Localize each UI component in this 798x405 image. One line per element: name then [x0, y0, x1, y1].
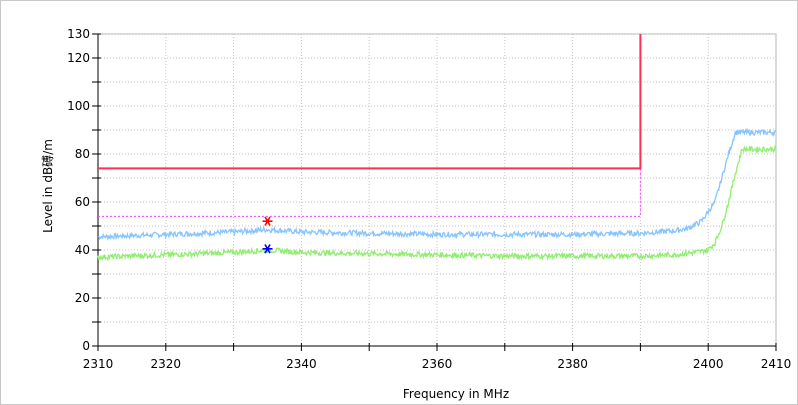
y-tick-label: 0 [82, 339, 90, 353]
x-tick-label: 2340 [286, 357, 317, 371]
marker-stroke [264, 216, 271, 226]
y-tick-label: 60 [75, 195, 90, 209]
markers-group [262, 216, 273, 254]
x-tick-label: 2400 [693, 357, 724, 371]
axis-ticks [92, 33, 777, 351]
series-line-0 [97, 127, 777, 242]
y-tick-label: 20 [75, 291, 90, 305]
x-tick-label: 2310 [83, 357, 114, 371]
x-axis-title: Frequency in MHz [403, 387, 509, 401]
marker-1 [262, 244, 273, 254]
x-tick-label: 2320 [151, 357, 182, 371]
series-line-3 [98, 168, 641, 217]
y-tick-label: 130 [67, 27, 90, 41]
series-line-1 [97, 144, 777, 263]
x-tick-label: 2380 [557, 357, 588, 371]
x-tick-label: 2360 [422, 357, 453, 371]
y-tick-label: 120 [67, 51, 90, 65]
series-group [97, 34, 777, 263]
y-tick-label: 80 [75, 147, 90, 161]
tick-labels: 0 20 40 60 80 100 120 130 2310 2320 2340 2360 2380 24… [67, 27, 791, 371]
y-tick-label: 100 [67, 99, 90, 113]
series-line-2 [98, 34, 642, 170]
y-axis-title: Level in dB磗/m [40, 139, 55, 233]
marker-stroke [264, 244, 271, 254]
marker-0 [262, 216, 273, 226]
x-tick-label: 2410 [761, 357, 792, 371]
y-tick-label: 40 [75, 243, 90, 257]
grid [97, 33, 777, 347]
